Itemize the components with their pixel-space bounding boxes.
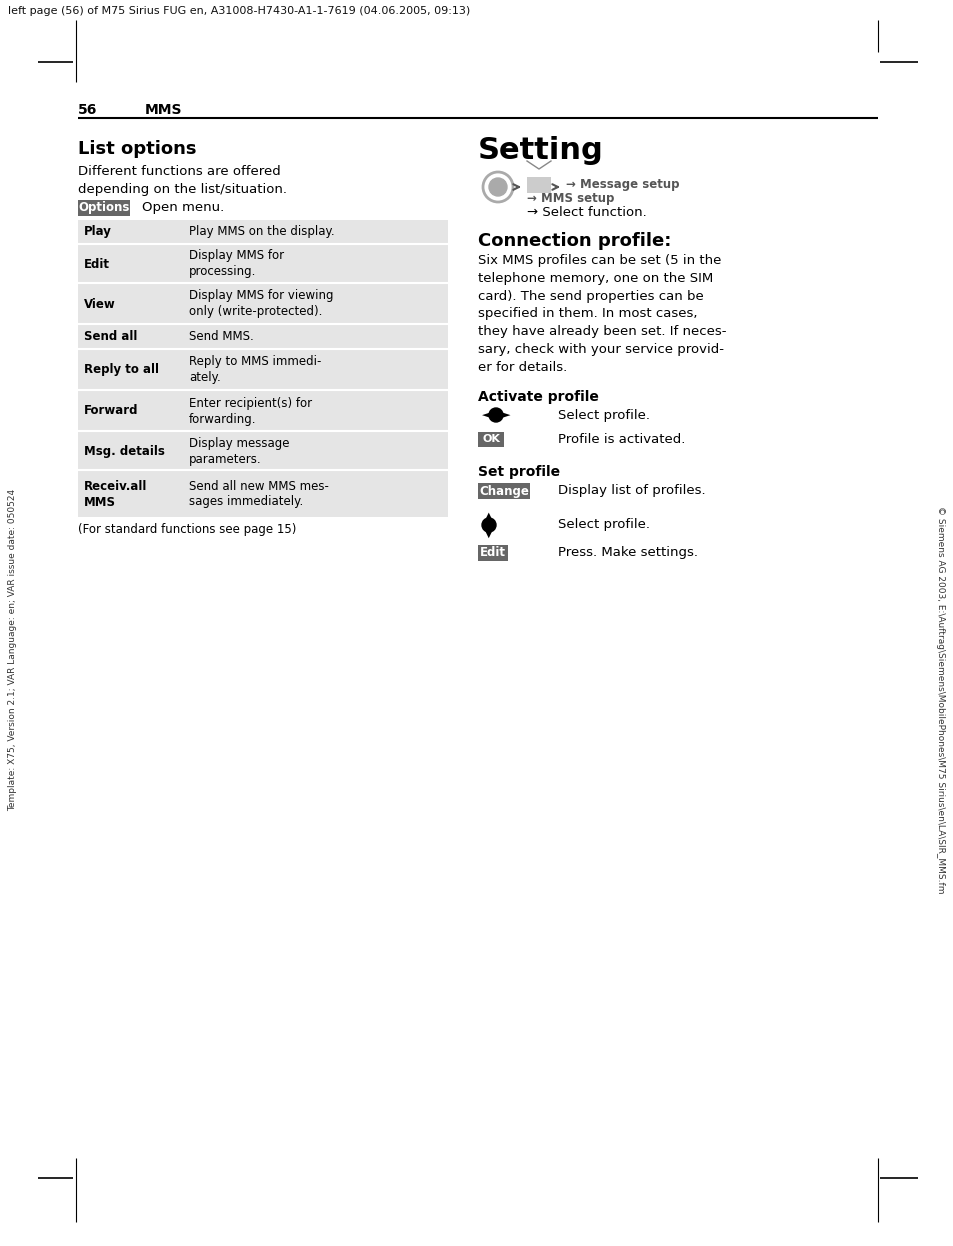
Bar [78, 350, 448, 390]
Text: Different functions are offered
depending on the list/situation.: Different functions are offered dependin… [78, 164, 287, 196]
Bar [78, 325, 448, 349]
Bar [78, 391, 448, 431]
Text: Reply to all: Reply to all [84, 364, 159, 376]
Text: Display list of profiles.: Display list of profiles. [558, 483, 705, 497]
Text: Template: X75, Version 2.1; VAR Language: en; VAR issue date: 050524: Template: X75, Version 2.1; VAR Language… [9, 488, 17, 811]
Text: View: View [84, 298, 115, 310]
Text: left page (56) of M75 Sirius FUG en, A31008-H7430-A1-1-7619 (04.06.2005, 09:13): left page (56) of M75 Sirius FUG en, A31… [8, 6, 470, 16]
Text: Display message
parameters.: Display message parameters. [189, 436, 289, 466]
Text: OK: OK [481, 435, 499, 445]
Text: Send all new MMS mes-
sages immediately.: Send all new MMS mes- sages immediately. [189, 480, 329, 508]
Text: Select profile.: Select profile. [558, 409, 649, 422]
Text: Options: Options [78, 202, 130, 214]
Text: Connection profile:: Connection profile: [477, 232, 671, 250]
Text: © Siemens AG 2003, E:\Auftrag\Siemens\MobilePhones\M75 Sirius\en\LA\SIR_MMS.fm: © Siemens AG 2003, E:\Auftrag\Siemens\Mo… [936, 506, 944, 893]
Text: Display MMS for
processing.: Display MMS for processing. [189, 249, 284, 279]
Text: Send all: Send all [84, 330, 137, 344]
Bar [78, 284, 448, 324]
Bar [78, 245, 448, 283]
Circle shape [481, 518, 496, 532]
Text: Profile is activated.: Profile is activated. [558, 434, 684, 446]
Text: ►: ► [501, 410, 510, 420]
Bar [526, 177, 551, 193]
Text: → Message setup: → Message setup [565, 178, 679, 191]
Text: MMS: MMS [145, 103, 182, 117]
Text: Change: Change [478, 485, 528, 497]
Text: Msg. details: Msg. details [84, 445, 165, 457]
Text: → Select function.: → Select function. [526, 206, 646, 219]
Bar [477, 432, 503, 447]
Circle shape [489, 178, 506, 196]
Text: Select profile.: Select profile. [558, 518, 649, 531]
Text: Enter recipient(s) for
forwarding.: Enter recipient(s) for forwarding. [189, 396, 312, 425]
Text: ▲: ▲ [485, 511, 493, 521]
Text: Set profile: Set profile [477, 465, 559, 478]
Text: Display MMS for viewing
only (write-protected).: Display MMS for viewing only (write-prot… [189, 289, 334, 319]
Bar [477, 545, 507, 561]
Text: Activate profile: Activate profile [477, 390, 598, 404]
Bar [477, 483, 530, 498]
Text: (For standard functions see page 15): (For standard functions see page 15) [78, 523, 296, 536]
Text: Reply to MMS immedi-
ately.: Reply to MMS immedi- ately. [189, 355, 321, 385]
Text: ◄: ◄ [481, 410, 490, 420]
Text: Send MMS.: Send MMS. [189, 330, 253, 344]
Text: Play MMS on the display.: Play MMS on the display. [189, 226, 335, 238]
Text: → MMS setup: → MMS setup [526, 192, 614, 206]
Text: Receiv.all
MMS: Receiv.all MMS [84, 480, 147, 508]
Text: 56: 56 [78, 103, 97, 117]
Bar [78, 432, 448, 470]
Text: Edit: Edit [479, 547, 505, 559]
Bar [78, 471, 448, 517]
Text: List options: List options [78, 140, 196, 158]
Text: Setting: Setting [477, 136, 603, 164]
Bar [78, 221, 448, 244]
Bar [78, 201, 130, 216]
Text: Edit: Edit [84, 258, 110, 270]
Text: Open menu.: Open menu. [142, 201, 224, 214]
Circle shape [489, 407, 502, 422]
Text: Six MMS profiles can be set (5 in the
telephone memory, one on the SIM
card). Th: Six MMS profiles can be set (5 in the te… [477, 254, 726, 374]
Text: Forward: Forward [84, 405, 138, 417]
Text: Play: Play [84, 226, 112, 238]
Text: Press. Make settings.: Press. Make settings. [558, 546, 698, 559]
Text: ▼: ▼ [485, 530, 493, 540]
